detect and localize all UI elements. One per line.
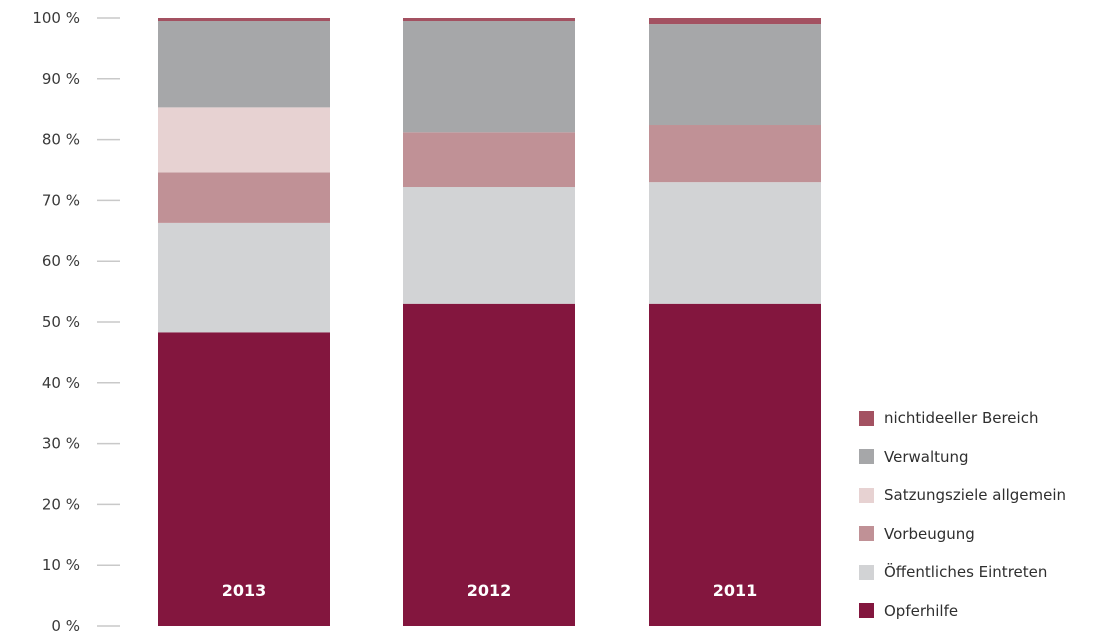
y-tick-label: 20 %	[42, 495, 80, 513]
bar-segment	[649, 24, 821, 126]
y-tick-label: 30 %	[42, 435, 80, 453]
y-tick-label: 80 %	[42, 131, 80, 149]
bar-segment	[158, 21, 330, 108]
bar-segment	[403, 21, 575, 133]
legend-swatch	[859, 487, 874, 503]
y-tick-label: 40 %	[42, 374, 80, 392]
bar-segment	[403, 18, 575, 22]
bar-segment	[158, 107, 330, 173]
legend-item: Verwaltung	[859, 447, 1066, 467]
y-tick-label: 10 %	[42, 556, 80, 574]
legend-label: Satzungsziele allgemein	[884, 486, 1067, 504]
bar-segment	[649, 18, 821, 25]
bar-segment	[403, 132, 575, 188]
bar-segment	[403, 303, 575, 626]
legend-label: Vorbeugung	[884, 524, 975, 543]
y-axis: 0 % 10 % 20 % 30 % 40 % 50 % 60 % 70 % 80 % 90 % 1…	[32, 9, 120, 634]
bar-segment	[403, 187, 575, 304]
y-tick-label: 90 %	[42, 70, 80, 88]
bar-segment	[158, 18, 330, 22]
category-label: 2011	[713, 581, 758, 600]
legend-item: Satzungsziele allgemein	[859, 485, 1066, 505]
legend-item: Öffentliches Eintreten	[859, 562, 1066, 582]
legend-swatch	[859, 410, 874, 426]
bar-segment	[158, 222, 330, 333]
legend: nichtideeller Bereich Verwaltung Satzungsz…	[859, 408, 1066, 639]
legend-item: Vorbeugung	[859, 524, 1066, 544]
bars	[158, 18, 821, 626]
legend-label: nichtideeller Bereich	[884, 409, 1039, 427]
bar-segment	[158, 332, 330, 626]
category-label: 2012	[467, 581, 512, 600]
y-tick-label: 50 %	[42, 313, 80, 331]
legend-item: Opferhilfe	[859, 601, 1066, 621]
y-tick-label: 70 %	[42, 191, 80, 209]
legend-swatch	[859, 564, 874, 580]
bar-segment	[649, 303, 821, 626]
bar-segment	[649, 125, 821, 183]
legend-label: Öffentliches Eintreten	[884, 563, 1048, 581]
legend-item: nichtideeller Bereich	[859, 408, 1066, 428]
bar-segment	[649, 182, 821, 304]
category-label: 2013	[222, 581, 267, 600]
y-tick-label: 100 %	[32, 9, 80, 27]
category-labels: 2013 2012 2011	[222, 581, 758, 600]
legend-swatch	[859, 526, 874, 541]
legend-label: Opferhilfe	[884, 601, 959, 620]
legend-swatch	[859, 449, 874, 464]
y-tick-label: 0 %	[51, 617, 80, 634]
bar-segment	[158, 172, 330, 223]
legend-label: Verwaltung	[884, 447, 969, 466]
legend-swatch	[859, 603, 874, 618]
y-tick-label: 60 %	[42, 252, 80, 270]
